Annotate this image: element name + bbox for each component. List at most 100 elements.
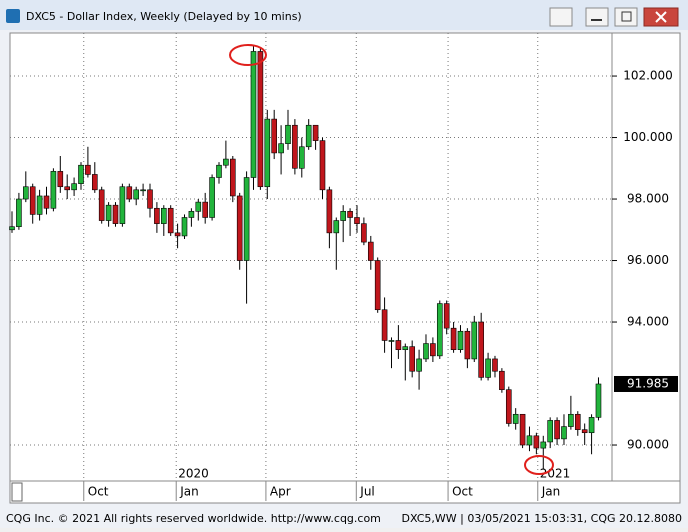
candle-body [271,118,277,154]
highlight-ellipse [229,44,267,66]
scroll-box[interactable] [11,482,23,502]
footer-right: DXC5,WW | 03/05/2021 15:03:31, CQG 20.12… [402,512,682,525]
maximize-icon [621,11,632,22]
candle-body [312,124,319,141]
candle-body [595,383,602,418]
candle-body [112,204,119,224]
candle-body [154,207,160,224]
candle-body [147,189,153,209]
candle-body [278,143,284,154]
plot-area [9,32,613,482]
candle-body [119,186,126,224]
candle-body [326,189,333,234]
candle-body [9,226,15,231]
candle-body [478,321,484,378]
close-icon [655,11,667,23]
highlight-ellipse [524,455,554,475]
y-tick-label: 94.000 [627,315,669,329]
y-tick-label: 90.000 [627,438,669,452]
candle-body [347,211,353,218]
candle-body [374,260,381,311]
candle-body [547,420,553,443]
app-icon [6,9,20,23]
candle-body [485,358,491,378]
candle-body [450,327,457,351]
candle-body [292,124,298,169]
candle-body [91,174,98,191]
maximize-button[interactable] [614,7,638,27]
window-title: DXC5 - Dollar Index, Weekly (Delayed by … [26,10,302,23]
last-price-label: 91.985 [627,376,669,390]
candle-body [243,177,250,261]
candle-body [209,177,215,218]
x-tick-label: Apr [270,485,291,499]
candle-body [409,346,415,372]
candle-body [305,124,312,148]
x-tick-label: Jul [359,485,374,499]
y-tick-label: 96.000 [627,253,669,267]
candle-body [402,346,409,351]
candle-body [36,195,43,215]
candle-body [574,413,581,430]
candle-body [133,189,139,200]
candle-body [105,204,112,221]
candle-body [443,303,450,329]
candle-body [333,220,340,234]
y-tick-label: 102.000 [623,69,673,83]
candle-body [216,164,222,178]
minimize-button[interactable] [585,7,609,27]
x-tick-label: Oct [452,485,473,499]
candle-body [395,340,402,351]
candle-body [540,441,547,449]
x-tick-label: Oct [88,485,109,499]
candle-body [250,51,257,178]
y-tick-label: 98.000 [627,192,669,206]
time-axis [9,480,681,504]
candle-body [464,330,471,360]
candle-body [181,217,188,237]
candle-body [202,201,208,218]
link-button[interactable] [549,7,573,27]
candle-body [588,417,595,434]
candle-body [423,343,429,360]
candle-body [98,189,105,221]
candle-body [568,413,574,427]
candle-body [561,426,567,440]
year-label: 2021 [540,467,571,481]
candle-body [533,435,540,449]
candle-body [436,303,443,357]
candle-body [29,186,36,215]
candle-body [416,358,422,372]
candle-body [160,207,167,224]
candle-body [174,232,181,237]
candle-body [85,164,91,175]
x-tick-label: Jan [541,485,561,499]
candle-body [229,158,236,197]
candle-body [50,171,57,209]
candle-body [264,118,271,188]
candle-body [388,340,395,342]
last-price-box [614,375,678,392]
candle-body [126,186,133,200]
footer-left: CQG Inc. © 2021 All rights reserved worl… [6,512,381,525]
candle-body [354,217,360,224]
candle-body [236,195,243,261]
candle-body [381,309,388,341]
candle-body [43,195,50,209]
candle-body [23,186,29,200]
candle-body [554,420,560,440]
candle-body [457,330,464,351]
candle-body [285,124,291,144]
candle-body [78,164,84,184]
candle-body [298,146,305,169]
candle-body [140,189,146,192]
candle-body [340,211,346,221]
candle-body [361,223,367,243]
candle-body [223,158,229,166]
candle-body [430,343,436,357]
candle-body [526,435,533,446]
x-tick-label: Jan [179,485,199,499]
candle-body [167,207,174,234]
